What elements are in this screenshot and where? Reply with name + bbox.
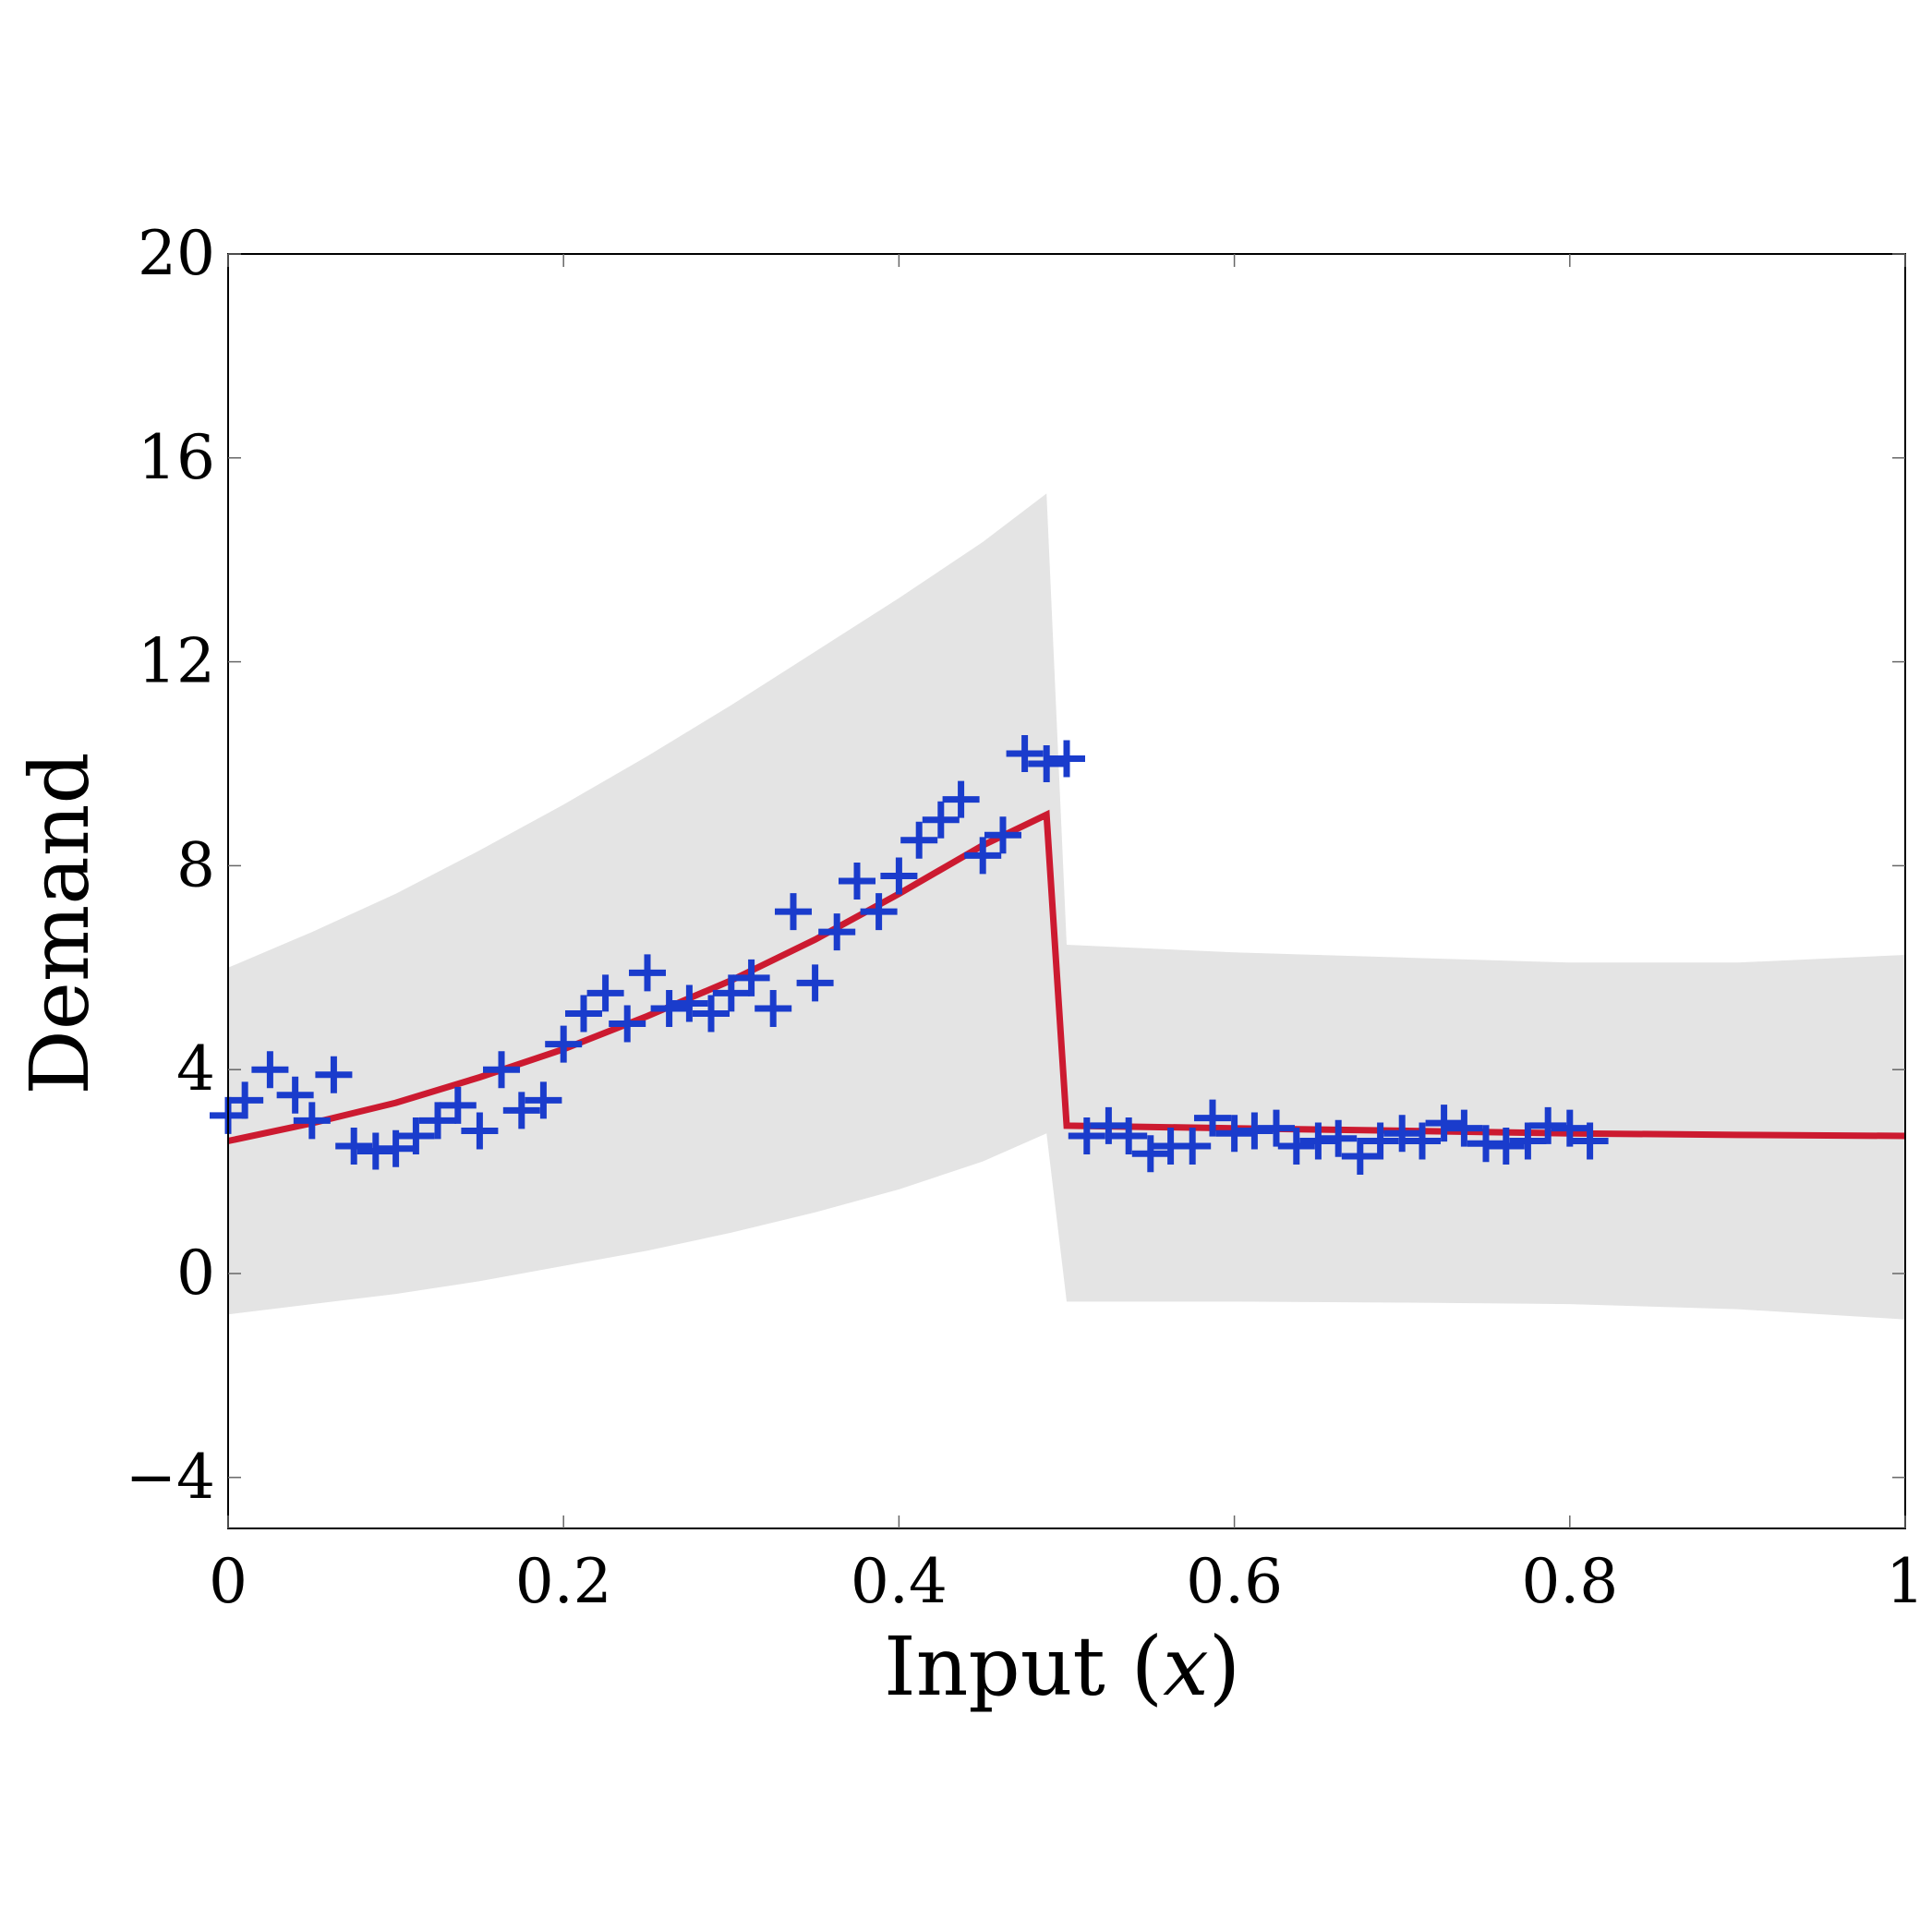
data-point (1320, 1119, 1358, 1157)
x-tick-label: 0.4 (851, 1546, 948, 1617)
data-point (461, 1112, 499, 1150)
data-point (1110, 1117, 1148, 1154)
data-point (483, 1051, 521, 1089)
data-point (1403, 1122, 1441, 1160)
data-point (629, 954, 666, 992)
x-tick-label: 0.6 (1186, 1546, 1283, 1617)
y-tick-label: −4 (126, 1442, 215, 1513)
data-point (860, 893, 898, 931)
data-point (335, 1128, 373, 1165)
data-point (1006, 734, 1044, 772)
data-point (650, 989, 688, 1027)
data-point (609, 1005, 646, 1043)
data-point (251, 1051, 289, 1089)
y-tick-label: 12 (138, 626, 215, 697)
tick-labels: 0 0.2 0.4 0.6 0.8 1 −4 0 4 8 12 16 20 (126, 218, 1925, 1617)
data-point (755, 989, 792, 1027)
data-point (1131, 1135, 1169, 1173)
y-axis-title: Demand (12, 752, 107, 1095)
confidence-band (228, 493, 1905, 1320)
data-point (564, 995, 602, 1032)
data-point (1361, 1122, 1399, 1160)
data-point (774, 893, 812, 931)
y-tick-label: 16 (138, 422, 215, 493)
plot-area (210, 493, 1905, 1320)
data-point (545, 1025, 583, 1063)
y-tick-label: 0 (176, 1238, 215, 1309)
data-point (942, 780, 980, 818)
data-point (1174, 1128, 1212, 1165)
data-point (1068, 1117, 1105, 1154)
x-tick-label: 0.8 (1521, 1546, 1618, 1617)
data-point (880, 857, 918, 895)
data-point (502, 1092, 540, 1129)
data-point (276, 1076, 314, 1114)
data-point (1028, 745, 1066, 782)
data-point (1425, 1105, 1463, 1142)
y-tick-label: 8 (176, 829, 215, 900)
data-point (1487, 1128, 1525, 1165)
data-point (732, 959, 770, 996)
data-point (586, 974, 624, 1012)
data-point (293, 1102, 331, 1140)
data-point (839, 862, 875, 900)
data-point (796, 964, 834, 1002)
data-point (525, 1081, 562, 1119)
x-axis-title: Input (x) (884, 1619, 1240, 1714)
x-tick-label: 1 (1886, 1546, 1925, 1617)
data-point (419, 1102, 456, 1140)
data-point (712, 974, 750, 1012)
data-point (1277, 1128, 1315, 1165)
x-tick-label: 0 (209, 1546, 248, 1617)
data-point (439, 1086, 477, 1124)
data-point (1341, 1138, 1379, 1176)
data-point (1509, 1122, 1547, 1160)
data-point (1383, 1115, 1421, 1153)
data-point (1090, 1106, 1128, 1144)
data-point (1445, 1109, 1483, 1147)
data-point (984, 816, 1021, 854)
data-point (397, 1117, 435, 1154)
axes (227, 253, 1906, 1529)
data-point (1571, 1122, 1609, 1160)
data-point (922, 801, 960, 839)
y-tick-label: 20 (138, 218, 215, 289)
data-point (1258, 1109, 1295, 1147)
data-point (693, 995, 731, 1032)
y-tick-label: 4 (176, 1033, 215, 1105)
data-point (377, 1129, 415, 1167)
data-point (315, 1056, 353, 1093)
plot-frame (227, 253, 1906, 1529)
data-point (818, 913, 856, 951)
data-point (900, 821, 938, 859)
data-point (670, 984, 708, 1022)
data-point (226, 1081, 264, 1119)
x-tick-label: 0.2 (515, 1546, 612, 1617)
data-point (1193, 1099, 1231, 1137)
data-point (964, 837, 1002, 875)
data-point (1551, 1109, 1588, 1147)
data-point (1048, 740, 1085, 778)
